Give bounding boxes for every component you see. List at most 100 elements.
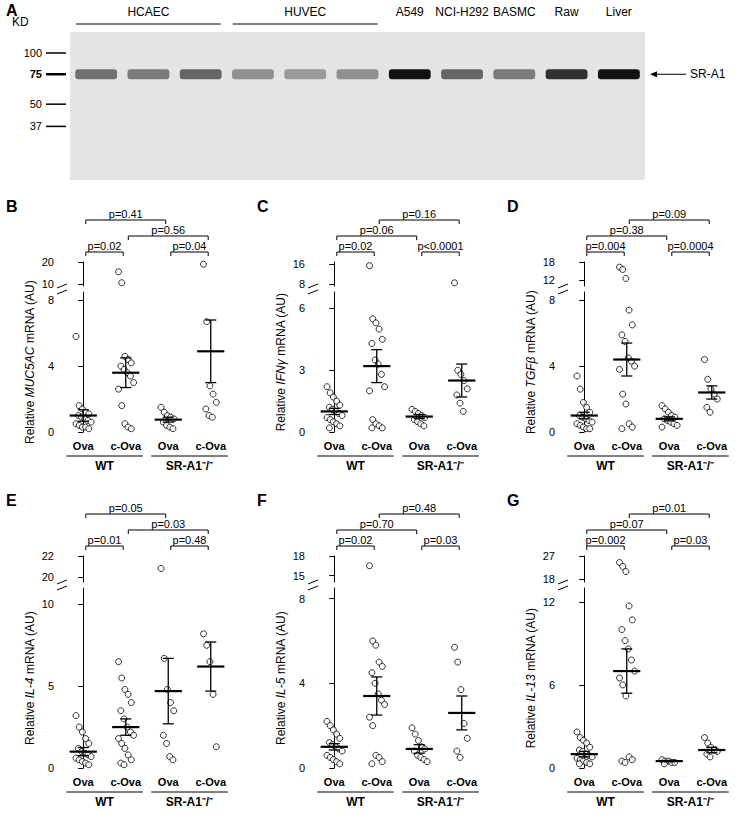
svg-text:Liver: Liver [606,5,632,19]
svg-text:G: G [507,492,519,509]
svg-text:mRNA (AU): mRNA (AU) [23,280,37,346]
svg-text:p=0.48: p=0.48 [402,502,436,514]
svg-text:c-Ova: c-Ova [446,440,477,452]
svg-text:HCAEC: HCAEC [127,5,169,19]
svg-text:Ova: Ova [324,440,346,452]
svg-text:p=0.05: p=0.05 [109,502,143,514]
svg-text:0: 0 [48,762,54,774]
svg-text:c-Ova: c-Ova [110,440,141,452]
svg-text:c-Ova: c-Ova [361,776,392,788]
svg-text:mRNA (AU): mRNA (AU) [524,290,538,356]
svg-text:18: 18 [293,550,305,562]
svg-text:SR-A1⁻/⁻: SR-A1⁻/⁻ [667,459,714,473]
svg-text:KD: KD [12,15,29,29]
svg-text:c-Ova: c-Ova [446,776,477,788]
svg-text:4: 4 [549,360,555,372]
svg-text:Ova: Ova [73,440,95,452]
svg-text:p=0.002: p=0.002 [585,534,625,546]
svg-text:8: 8 [48,294,54,306]
svg-text:SR-A1⁻/⁻: SR-A1⁻/⁻ [166,459,213,473]
svg-text:p=0.01: p=0.01 [88,534,122,546]
svg-text:mRNA (AU): mRNA (AU) [23,611,37,677]
svg-text:p=0.02: p=0.02 [339,240,373,252]
svg-text:p=0.004: p=0.004 [585,240,625,252]
svg-text:27: 27 [543,550,555,562]
svg-text:Ova: Ova [158,776,180,788]
svg-text:HUVEC: HUVEC [284,5,326,19]
svg-text:Ova: Ova [73,776,95,788]
svg-text:SR-A1⁻/⁻: SR-A1⁻/⁻ [417,459,464,473]
svg-text:c-Ova: c-Ova [611,440,642,452]
svg-text:22: 22 [42,550,54,562]
svg-text:Raw: Raw [555,5,579,19]
svg-text:BASMC: BASMC [493,5,536,19]
svg-text:p=0.02: p=0.02 [339,534,373,546]
svg-text:p=0.0004: p=0.0004 [667,240,713,252]
svg-text:Ova: Ova [574,776,596,788]
svg-text:WT: WT [95,795,114,809]
svg-text:mRNA (AU): mRNA (AU) [274,611,288,677]
svg-text:37: 37 [30,120,42,132]
svg-text:SR-A1⁻/⁻: SR-A1⁻/⁻ [667,795,714,809]
svg-text:E: E [6,492,17,509]
svg-text:c-Ova: c-Ova [361,440,392,452]
svg-text:IFNγ: IFNγ [274,358,288,384]
svg-text:C: C [257,198,269,215]
svg-text:IL-13: IL-13 [524,674,538,702]
svg-text:mRNA (AU): mRNA (AU) [274,293,288,359]
svg-text:Relative: Relative [524,387,538,434]
svg-text:IL-5: IL-5 [274,677,288,698]
svg-text:p=0.03: p=0.03 [674,534,708,546]
svg-text:16: 16 [293,258,305,270]
svg-text:B: B [6,198,18,215]
svg-text:8: 8 [549,294,555,306]
svg-text:c-Ova: c-Ova [611,776,642,788]
svg-text:SR-A1: SR-A1 [690,67,726,81]
svg-text:c-Ova: c-Ova [110,776,141,788]
svg-text:c-Ova: c-Ova [195,776,226,788]
svg-text:WT: WT [346,795,365,809]
svg-text:c-Ova: c-Ova [696,440,727,452]
svg-text:SR-A1⁻/⁻: SR-A1⁻/⁻ [166,795,213,809]
svg-text:A549: A549 [396,5,424,19]
svg-text:Relative: Relative [524,702,538,749]
svg-text:0: 0 [299,762,305,774]
svg-text:Ova: Ova [324,776,346,788]
svg-text:IL-4: IL-4 [23,677,37,698]
svg-text:Relative: Relative [23,698,37,745]
svg-text:0: 0 [549,762,555,774]
svg-text:6: 6 [549,679,555,691]
svg-text:F: F [257,492,267,509]
svg-text:NCI-H292: NCI-H292 [435,5,489,19]
svg-text:p=0.07: p=0.07 [610,518,644,530]
svg-text:75: 75 [30,68,42,80]
svg-text:18: 18 [543,256,555,268]
svg-text:18: 18 [543,573,555,585]
svg-text:15: 15 [293,570,305,582]
svg-text:50: 50 [30,98,42,110]
svg-text:20: 20 [42,571,54,583]
svg-text:p=0.16: p=0.16 [402,208,436,220]
svg-text:Relative: Relative [274,385,288,432]
svg-text:Ova: Ova [659,440,681,452]
svg-text:Ova: Ova [409,776,431,788]
svg-text:p=0.70: p=0.70 [360,518,394,530]
svg-text:p=0.02: p=0.02 [88,240,122,252]
svg-text:4: 4 [48,360,54,372]
svg-text:12: 12 [543,596,555,608]
svg-text:12: 12 [543,274,555,286]
svg-text:SR-A1⁻/⁻: SR-A1⁻/⁻ [417,795,464,809]
svg-text:p=0.01: p=0.01 [652,502,686,514]
svg-text:3: 3 [299,364,305,376]
svg-text:8: 8 [299,593,305,605]
svg-text:WT: WT [346,459,365,473]
svg-text:p=0.41: p=0.41 [109,208,143,220]
svg-text:8: 8 [299,278,305,290]
svg-text:TGFβ: TGFβ [524,356,538,387]
svg-text:0: 0 [48,426,54,438]
svg-text:mRNA (AU): mRNA (AU) [524,608,538,674]
svg-text:p=0.04: p=0.04 [173,240,207,252]
svg-text:c-Ova: c-Ova [195,440,226,452]
svg-text:20: 20 [42,256,54,268]
svg-text:6: 6 [299,302,305,314]
